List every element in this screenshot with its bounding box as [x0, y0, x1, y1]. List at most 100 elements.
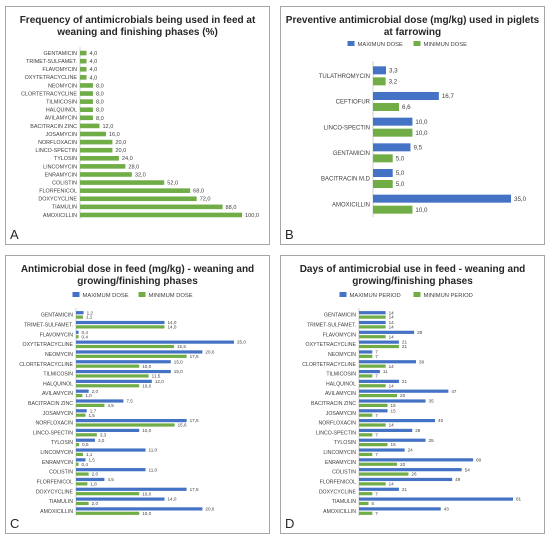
data-label: 4,0: [89, 51, 97, 57]
bar: [76, 482, 88, 486]
bar: [76, 452, 83, 457]
data-label: 10,0: [142, 491, 151, 496]
data-label: 52,0: [167, 181, 178, 187]
data-label: 6,6: [402, 104, 411, 111]
data-label: 20: [400, 393, 406, 398]
data-label: 3,3: [100, 432, 107, 437]
data-label: 10,0: [415, 207, 428, 214]
bar: [359, 511, 373, 515]
category-label: FLAVOMYCIN: [40, 332, 74, 338]
data-label: 7,5: [126, 399, 133, 404]
category-label: FLORFENICOL: [39, 189, 77, 195]
data-label: 2,0: [92, 389, 99, 394]
bar: [80, 188, 191, 193]
bar: [76, 507, 203, 511]
data-label: 0,4: [82, 334, 89, 339]
panel-label: D: [285, 516, 295, 531]
category-label: COLISTIN: [332, 470, 356, 476]
category-label: TILMICOSIN: [46, 100, 77, 106]
bar: [373, 194, 511, 203]
data-label: 35: [429, 399, 435, 404]
bar: [373, 77, 386, 86]
data-label: 7: [375, 350, 378, 355]
bar: [373, 154, 393, 163]
bar: [76, 409, 87, 413]
bar: [373, 180, 393, 188]
bar: [359, 507, 441, 511]
bar: [373, 92, 439, 100]
data-label: 40: [438, 418, 444, 423]
bar: [359, 389, 449, 393]
data-label: 4,5: [107, 403, 114, 408]
data-label: 8,0: [96, 91, 104, 97]
bar: [359, 443, 388, 447]
data-label: 2,0: [92, 501, 99, 506]
bar: [80, 212, 242, 218]
bar: [359, 492, 373, 496]
category-label: NEOMYCIN: [48, 83, 77, 89]
data-label: 14: [389, 320, 395, 325]
data-label: 10,0: [142, 383, 151, 388]
bar: [359, 364, 386, 368]
data-label: 21: [402, 344, 408, 349]
data-label: 88,0: [226, 205, 237, 211]
data-label: 49: [455, 477, 461, 482]
data-label: 17,5: [190, 354, 199, 359]
bar: [80, 164, 126, 169]
category-label: NEOMYCIN: [45, 352, 73, 358]
category-label: AVILAMYCIN: [45, 116, 77, 122]
bar: [359, 448, 405, 452]
category-label: HALQUINOL: [326, 381, 356, 387]
data-label: 15: [391, 408, 397, 413]
data-label: 14: [389, 325, 395, 330]
bar: [76, 492, 140, 496]
data-label: 14: [389, 364, 395, 369]
data-label: 11,5: [152, 374, 161, 379]
category-label: TRIMET-SULFAMET.: [26, 59, 77, 65]
bar: [76, 477, 105, 482]
data-label: 10,0: [142, 511, 151, 516]
category-label: AVILAMYCIN: [42, 391, 73, 397]
category-label: TIAMULIN: [52, 205, 77, 211]
bar: [76, 330, 79, 334]
bar: [359, 384, 386, 388]
data-label: 7: [375, 413, 378, 418]
category-label: FLORFENICOL: [37, 479, 73, 485]
data-label: 7: [375, 432, 378, 437]
data-label: 20,0: [115, 140, 126, 146]
data-label: 4,5: [107, 477, 114, 482]
data-label: 1,2: [87, 310, 94, 315]
data-label: 43: [444, 507, 450, 512]
category-label: GENTAMICIN: [44, 51, 78, 57]
data-label: 20: [400, 462, 406, 467]
category-label: DOXYCYCLINE: [319, 489, 357, 495]
legend-swatch: [413, 41, 421, 46]
category-label: AVILAMYCIN: [325, 391, 356, 397]
bar: [80, 155, 119, 161]
data-label: 12,0: [102, 124, 113, 130]
bar: [359, 344, 399, 349]
bar: [76, 443, 80, 447]
data-label: 60: [476, 457, 482, 462]
data-label: 10,0: [415, 119, 428, 126]
bar: [76, 423, 175, 427]
data-label: 25,0: [237, 340, 246, 345]
bar: [80, 172, 132, 177]
bar: [76, 468, 146, 472]
legend-label: MAXIMUN DOSE: [358, 42, 404, 48]
category-label: LINCO-SPECTIN: [33, 430, 73, 436]
data-label: 7: [375, 374, 378, 379]
data-label: 32,0: [135, 172, 146, 178]
bar: [80, 196, 197, 202]
category-label: HALQUINOL: [46, 108, 77, 114]
chart-panel-d: Days of antimicrobial use in feed - wean…: [280, 255, 545, 534]
bar: [80, 107, 93, 113]
bar: [76, 369, 171, 374]
data-label: 81: [516, 497, 522, 502]
bar: [373, 143, 411, 152]
category-label: TIAMULIN: [49, 499, 73, 505]
category-label: TULATHROMYCIN: [319, 74, 370, 80]
data-label: 54: [465, 467, 471, 472]
category-label: NEOMYCIN: [328, 352, 356, 358]
bar: [76, 487, 187, 491]
